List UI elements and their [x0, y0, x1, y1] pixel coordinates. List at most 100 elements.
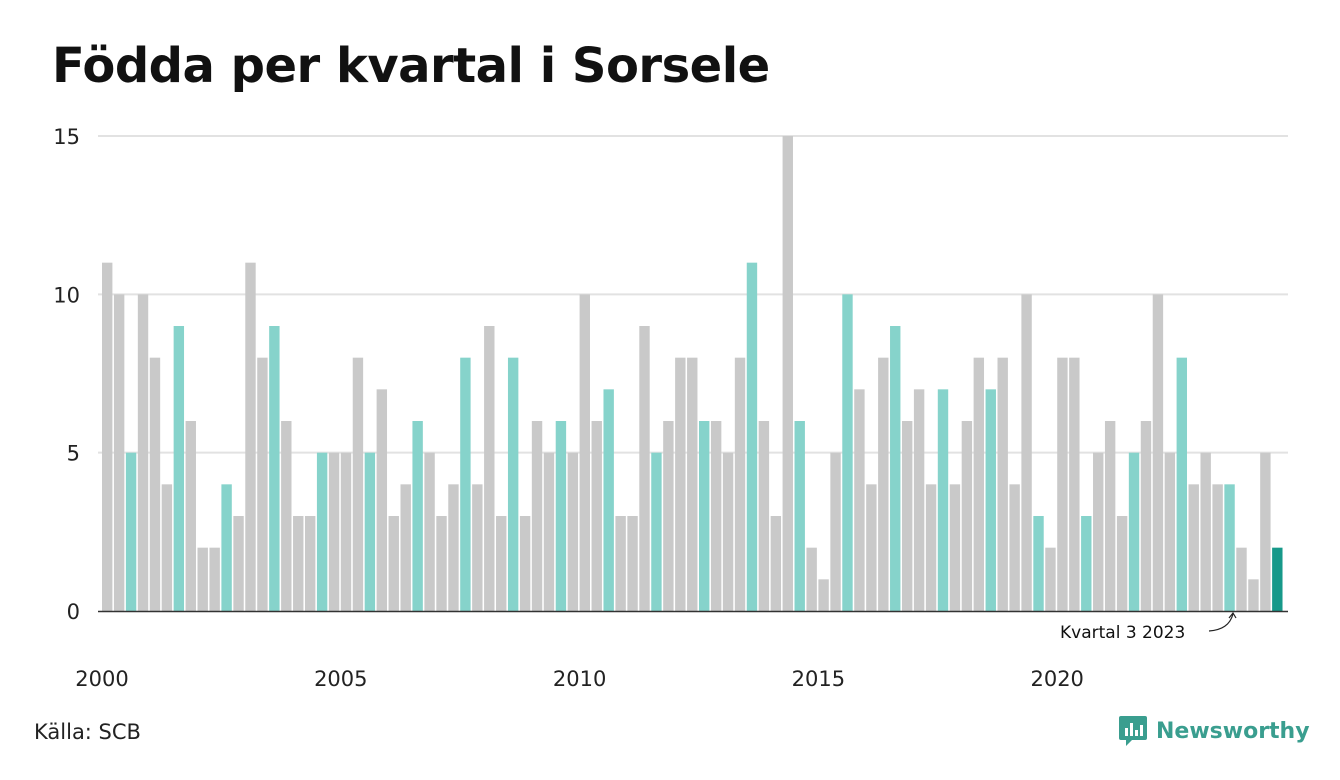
bar	[973, 357, 985, 611]
bar	[316, 452, 328, 611]
bar	[949, 484, 961, 611]
bar	[890, 326, 901, 611]
bar	[555, 421, 567, 611]
bar	[388, 516, 399, 611]
x-tick-label: 2015	[792, 667, 845, 691]
bar	[687, 357, 698, 611]
bar	[1236, 547, 1247, 611]
bar	[1081, 516, 1092, 611]
bar	[125, 452, 137, 611]
bar	[1272, 547, 1283, 611]
x-tick-label: 2020	[1030, 667, 1083, 691]
bar	[794, 421, 805, 611]
bar	[878, 357, 889, 611]
bar	[699, 421, 710, 611]
chart-title: Födda per kvartal i Sorsele	[52, 38, 770, 94]
bar	[710, 421, 722, 611]
bar	[221, 484, 232, 611]
bar	[961, 421, 973, 611]
bar	[161, 484, 173, 611]
annotation: Kvartal 3 2023	[1060, 611, 1237, 643]
y-tick-label: 0	[67, 600, 80, 624]
bar	[901, 421, 913, 611]
y-tick-label: 10	[53, 283, 80, 307]
bar	[830, 452, 841, 611]
bar	[496, 516, 507, 611]
bar	[663, 421, 674, 611]
x-tick-label: 2010	[553, 667, 606, 691]
y-tick-label: 5	[67, 442, 80, 466]
bar	[531, 421, 543, 611]
newsworthy-logo: Newsworthy	[1118, 714, 1310, 748]
bar	[460, 357, 471, 611]
bar	[519, 516, 531, 611]
bar	[448, 484, 459, 611]
bar	[1224, 484, 1235, 611]
bar	[818, 579, 829, 611]
bar	[185, 421, 196, 611]
bar	[1200, 452, 1211, 611]
bar	[722, 452, 734, 611]
bar	[937, 389, 949, 611]
bar	[1116, 516, 1128, 611]
bar	[854, 389, 865, 611]
bar	[281, 421, 292, 611]
source-note: Källa: SCB	[34, 720, 141, 744]
bar	[603, 389, 614, 611]
bar	[782, 136, 793, 611]
bar	[293, 516, 304, 611]
bar	[1033, 516, 1044, 611]
bar	[328, 452, 340, 611]
bar	[304, 516, 316, 611]
bar	[913, 389, 925, 611]
bar	[997, 357, 1008, 611]
bar	[627, 516, 638, 611]
bar	[1128, 452, 1140, 611]
y-axis-ticks: 0 5 10 15	[53, 125, 80, 624]
x-axis-ticks: 2000 2005 2010 2015 2020	[75, 667, 1084, 691]
bar	[567, 452, 579, 611]
bar	[364, 452, 376, 611]
bar	[484, 326, 495, 611]
bar	[137, 294, 149, 611]
bar	[1176, 357, 1187, 611]
bar	[579, 294, 590, 611]
bar	[1260, 452, 1271, 611]
bar	[102, 262, 113, 611]
bar	[1248, 579, 1259, 611]
bar	[1057, 357, 1068, 611]
bar	[1212, 484, 1223, 611]
bar	[472, 484, 483, 611]
bar	[675, 357, 686, 611]
annotation-arrowhead	[1228, 611, 1237, 619]
bar	[149, 357, 161, 611]
bar	[758, 421, 770, 611]
bar	[1140, 421, 1152, 611]
bar	[269, 326, 280, 611]
bar	[245, 262, 256, 611]
bar	[615, 516, 626, 611]
bar	[507, 357, 519, 611]
chart-logo-icon	[1119, 716, 1147, 746]
bar	[436, 516, 447, 611]
brand-name: Newsworthy	[1156, 718, 1310, 744]
bar	[1045, 547, 1056, 611]
bar	[866, 484, 877, 611]
bar	[842, 294, 853, 611]
bar	[1164, 452, 1176, 611]
annotation-arrow	[1208, 613, 1234, 632]
bar	[1021, 294, 1032, 611]
bar	[746, 262, 758, 611]
bar	[209, 547, 220, 611]
bar	[400, 484, 411, 611]
bar	[352, 357, 364, 611]
bar	[1104, 421, 1116, 611]
bars	[102, 136, 1283, 611]
bar	[376, 389, 388, 611]
bar	[543, 452, 555, 611]
annotation-label: Kvartal 3 2023	[1060, 623, 1185, 643]
bar	[173, 326, 185, 611]
bar	[639, 326, 650, 611]
x-tick-label: 2000	[75, 667, 128, 691]
